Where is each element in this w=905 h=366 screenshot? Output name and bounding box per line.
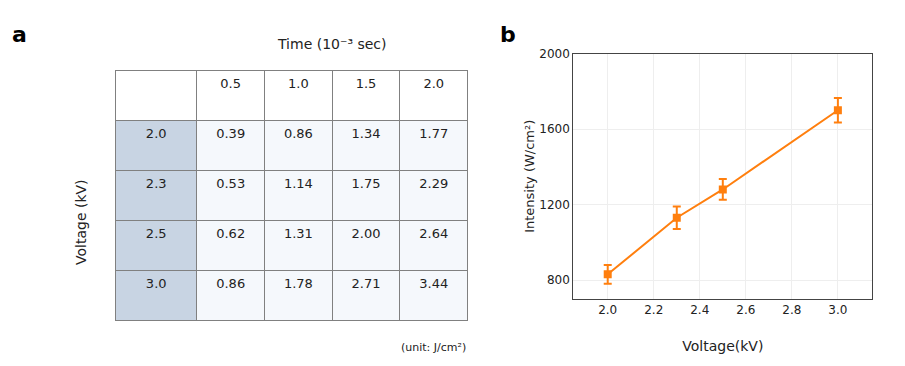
svg-text:1200: 1200: [539, 198, 570, 212]
svg-text:1.34: 1.34: [352, 126, 381, 141]
svg-text:800: 800: [547, 273, 570, 287]
svg-text:Intensity (W/cm²): Intensity (W/cm²): [522, 120, 537, 233]
svg-text:2.00: 2.00: [352, 226, 381, 241]
svg-text:2.8: 2.8: [782, 303, 801, 317]
svg-text:2.0: 2.0: [146, 126, 167, 141]
svg-text:0.86: 0.86: [284, 126, 313, 141]
svg-text:2.4: 2.4: [690, 303, 709, 317]
svg-text:1.5: 1.5: [356, 76, 377, 91]
svg-text:2.29: 2.29: [419, 176, 448, 191]
svg-text:2.2: 2.2: [644, 303, 663, 317]
svg-text:1.78: 1.78: [284, 276, 313, 291]
svg-text:2.0: 2.0: [598, 303, 617, 317]
svg-text:3.0: 3.0: [828, 303, 847, 317]
svg-text:(unit: J/cm²): (unit: J/cm²): [401, 341, 466, 354]
svg-text:2.6: 2.6: [736, 303, 755, 317]
svg-text:1.14: 1.14: [284, 176, 313, 191]
svg-text:2.5: 2.5: [146, 226, 167, 241]
svg-text:0.53: 0.53: [216, 176, 245, 191]
svg-text:3.0: 3.0: [146, 276, 167, 291]
svg-text:0.86: 0.86: [216, 276, 245, 291]
svg-text:Voltage(kV): Voltage(kV): [682, 338, 763, 354]
svg-text:1.77: 1.77: [419, 126, 448, 141]
svg-text:2.71: 2.71: [352, 276, 381, 291]
svg-text:Time (10⁻³ sec): Time (10⁻³ sec): [277, 36, 387, 52]
svg-text:1.0: 1.0: [288, 76, 309, 91]
svg-text:1600: 1600: [539, 122, 570, 136]
svg-text:2.64: 2.64: [419, 226, 448, 241]
svg-text:0.5: 0.5: [220, 76, 241, 91]
svg-text:3.44: 3.44: [419, 276, 448, 291]
svg-text:a: a: [12, 22, 27, 47]
svg-text:2000: 2000: [539, 47, 570, 61]
svg-text:1.75: 1.75: [352, 176, 381, 191]
svg-text:Voltage (kV): Voltage (kV): [73, 179, 89, 265]
svg-text:1.31: 1.31: [284, 226, 313, 241]
svg-text:2.3: 2.3: [146, 176, 167, 191]
svg-text:b: b: [500, 22, 516, 47]
svg-text:2.0: 2.0: [423, 76, 444, 91]
svg-text:0.62: 0.62: [216, 226, 245, 241]
svg-text:0.39: 0.39: [216, 126, 245, 141]
